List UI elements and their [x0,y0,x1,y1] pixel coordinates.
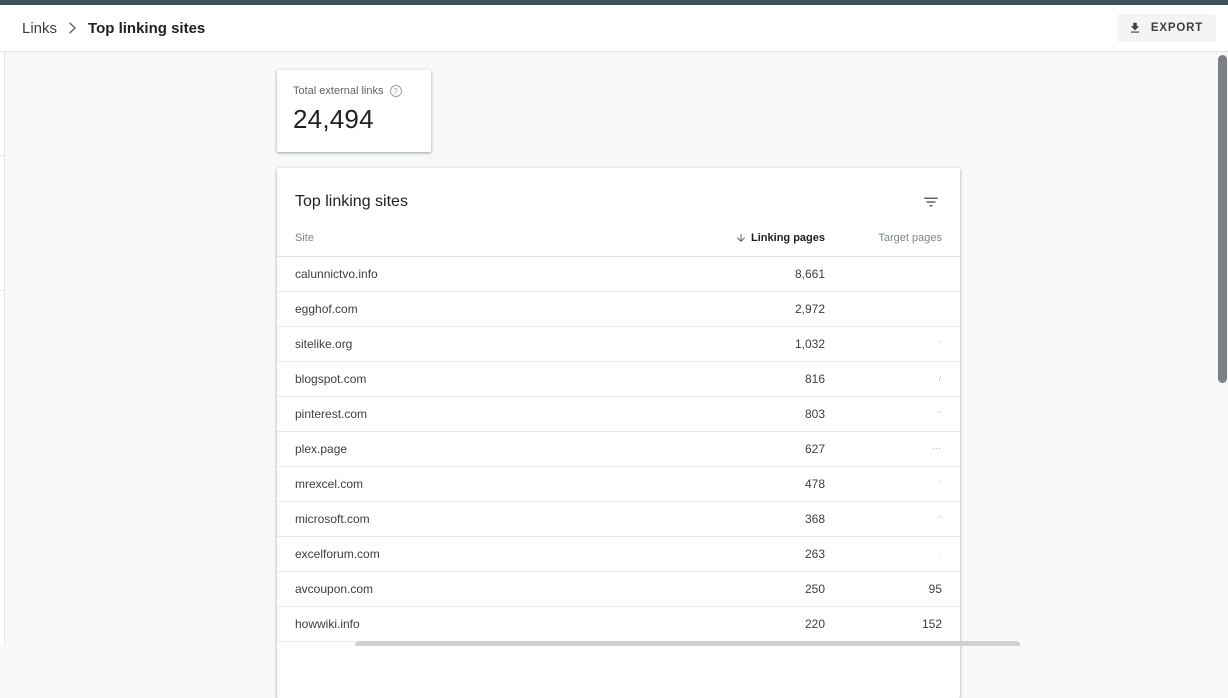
linking-pages-cell: 263 [804,547,825,561]
column-header-linking-pages[interactable]: Linking pages [705,232,825,244]
top-linking-sites-card: Top linking sites Site Linking pages Tar… [277,168,960,698]
table-row[interactable]: avcoupon.com 250 95 [277,572,960,607]
table-title: Top linking sites [295,192,408,210]
table-row[interactable]: egghof.com 2,972 [277,292,960,327]
target-pages-cell: ' [939,480,942,488]
target-pages-cell: '' [937,515,942,523]
site-cell[interactable]: plex.page [295,442,348,456]
linking-pages-cell: 8,661 [794,267,825,281]
table-row[interactable]: excelforum.com 263 · [277,537,960,572]
linking-pages-cell: 2,972 [794,302,825,316]
vertical-scrollbar-track[interactable] [1217,52,1228,646]
filter-icon [922,193,940,211]
target-pages-cell: / [939,375,942,383]
collapsed-sidebar-edge [0,5,5,646]
site-cell[interactable]: blogspot.com [295,372,367,386]
chevron-right-icon [68,22,77,34]
breadcrumb: Links Top linking sites [22,20,205,37]
linking-pages-cell: 1,032 [794,337,825,351]
linking-pages-cell: 478 [804,477,825,491]
table-row[interactable]: calunnictvo.info 8,661 [277,257,960,292]
total-external-links-card: Total external links ? 24,494 [277,70,431,152]
table-row[interactable]: howwiki.info 220 152 [277,607,960,642]
table-header-row: Site Linking pages Target pages [277,220,960,257]
linking-pages-cell: 816 [804,372,825,386]
target-pages-cell: '' [937,410,942,418]
site-cell[interactable]: calunnictvo.info [295,267,378,281]
page-header: Links Top linking sites EXPORT [0,5,1228,52]
site-cell[interactable]: sitelike.org [295,337,353,351]
table-row[interactable]: microsoft.com 368 '' [277,502,960,537]
linking-pages-cell: 368 [804,512,825,526]
sort-descending-arrow-icon [735,232,747,244]
sidebar-divider [0,155,5,156]
target-pages-cell: ' [939,340,942,348]
column-header-site[interactable]: Site [295,232,314,244]
site-cell[interactable]: egghof.com [295,302,358,316]
table-row[interactable]: sitelike.org 1,032 ' [277,327,960,362]
site-cell[interactable]: howwiki.info [295,617,360,631]
site-cell[interactable]: pinterest.com [295,407,368,421]
linking-pages-cell: 803 [804,407,825,421]
horizontal-scrollbar-thumb[interactable] [355,641,1020,646]
target-pages-cell: --- [932,445,942,453]
linking-pages-cell: 627 [804,442,825,456]
table-body: calunnictvo.info 8,661 egghof.com 2,972 … [277,257,960,642]
table-row[interactable]: mrexcel.com 478 ' [277,467,960,502]
breadcrumb-link-links[interactable]: Links [22,19,58,37]
filter-button[interactable] [920,191,942,213]
table-row[interactable]: plex.page 627 --- [277,432,960,467]
export-button[interactable]: EXPORT [1116,14,1216,42]
linking-pages-cell: 220 [804,617,825,631]
top-accent-bar [0,0,1228,5]
table-row[interactable]: pinterest.com 803 '' [277,397,960,432]
linking-pages-cell: 250 [804,582,825,596]
column-header-target-pages[interactable]: Target pages [878,232,942,244]
site-cell[interactable]: excelforum.com [295,547,380,561]
site-cell[interactable]: microsoft.com [295,512,370,526]
site-cell[interactable]: avcoupon.com [295,582,374,596]
target-pages-cell: 95 [928,582,942,596]
total-external-links-value: 24,494 [293,104,374,134]
breadcrumb-current-page: Top linking sites [88,19,206,37]
target-pages-cell: · [938,550,942,558]
download-icon [1128,21,1142,35]
sidebar-divider [0,290,5,291]
vertical-scrollbar-thumb[interactable] [1218,55,1227,383]
table-row[interactable]: blogspot.com 816 / [277,362,960,397]
target-pages-cell: 152 [921,617,942,631]
help-icon[interactable]: ? [389,85,402,97]
total-external-links-label: Total external links [293,85,384,97]
export-button-label: EXPORT [1150,22,1203,34]
site-cell[interactable]: mrexcel.com [295,477,364,491]
